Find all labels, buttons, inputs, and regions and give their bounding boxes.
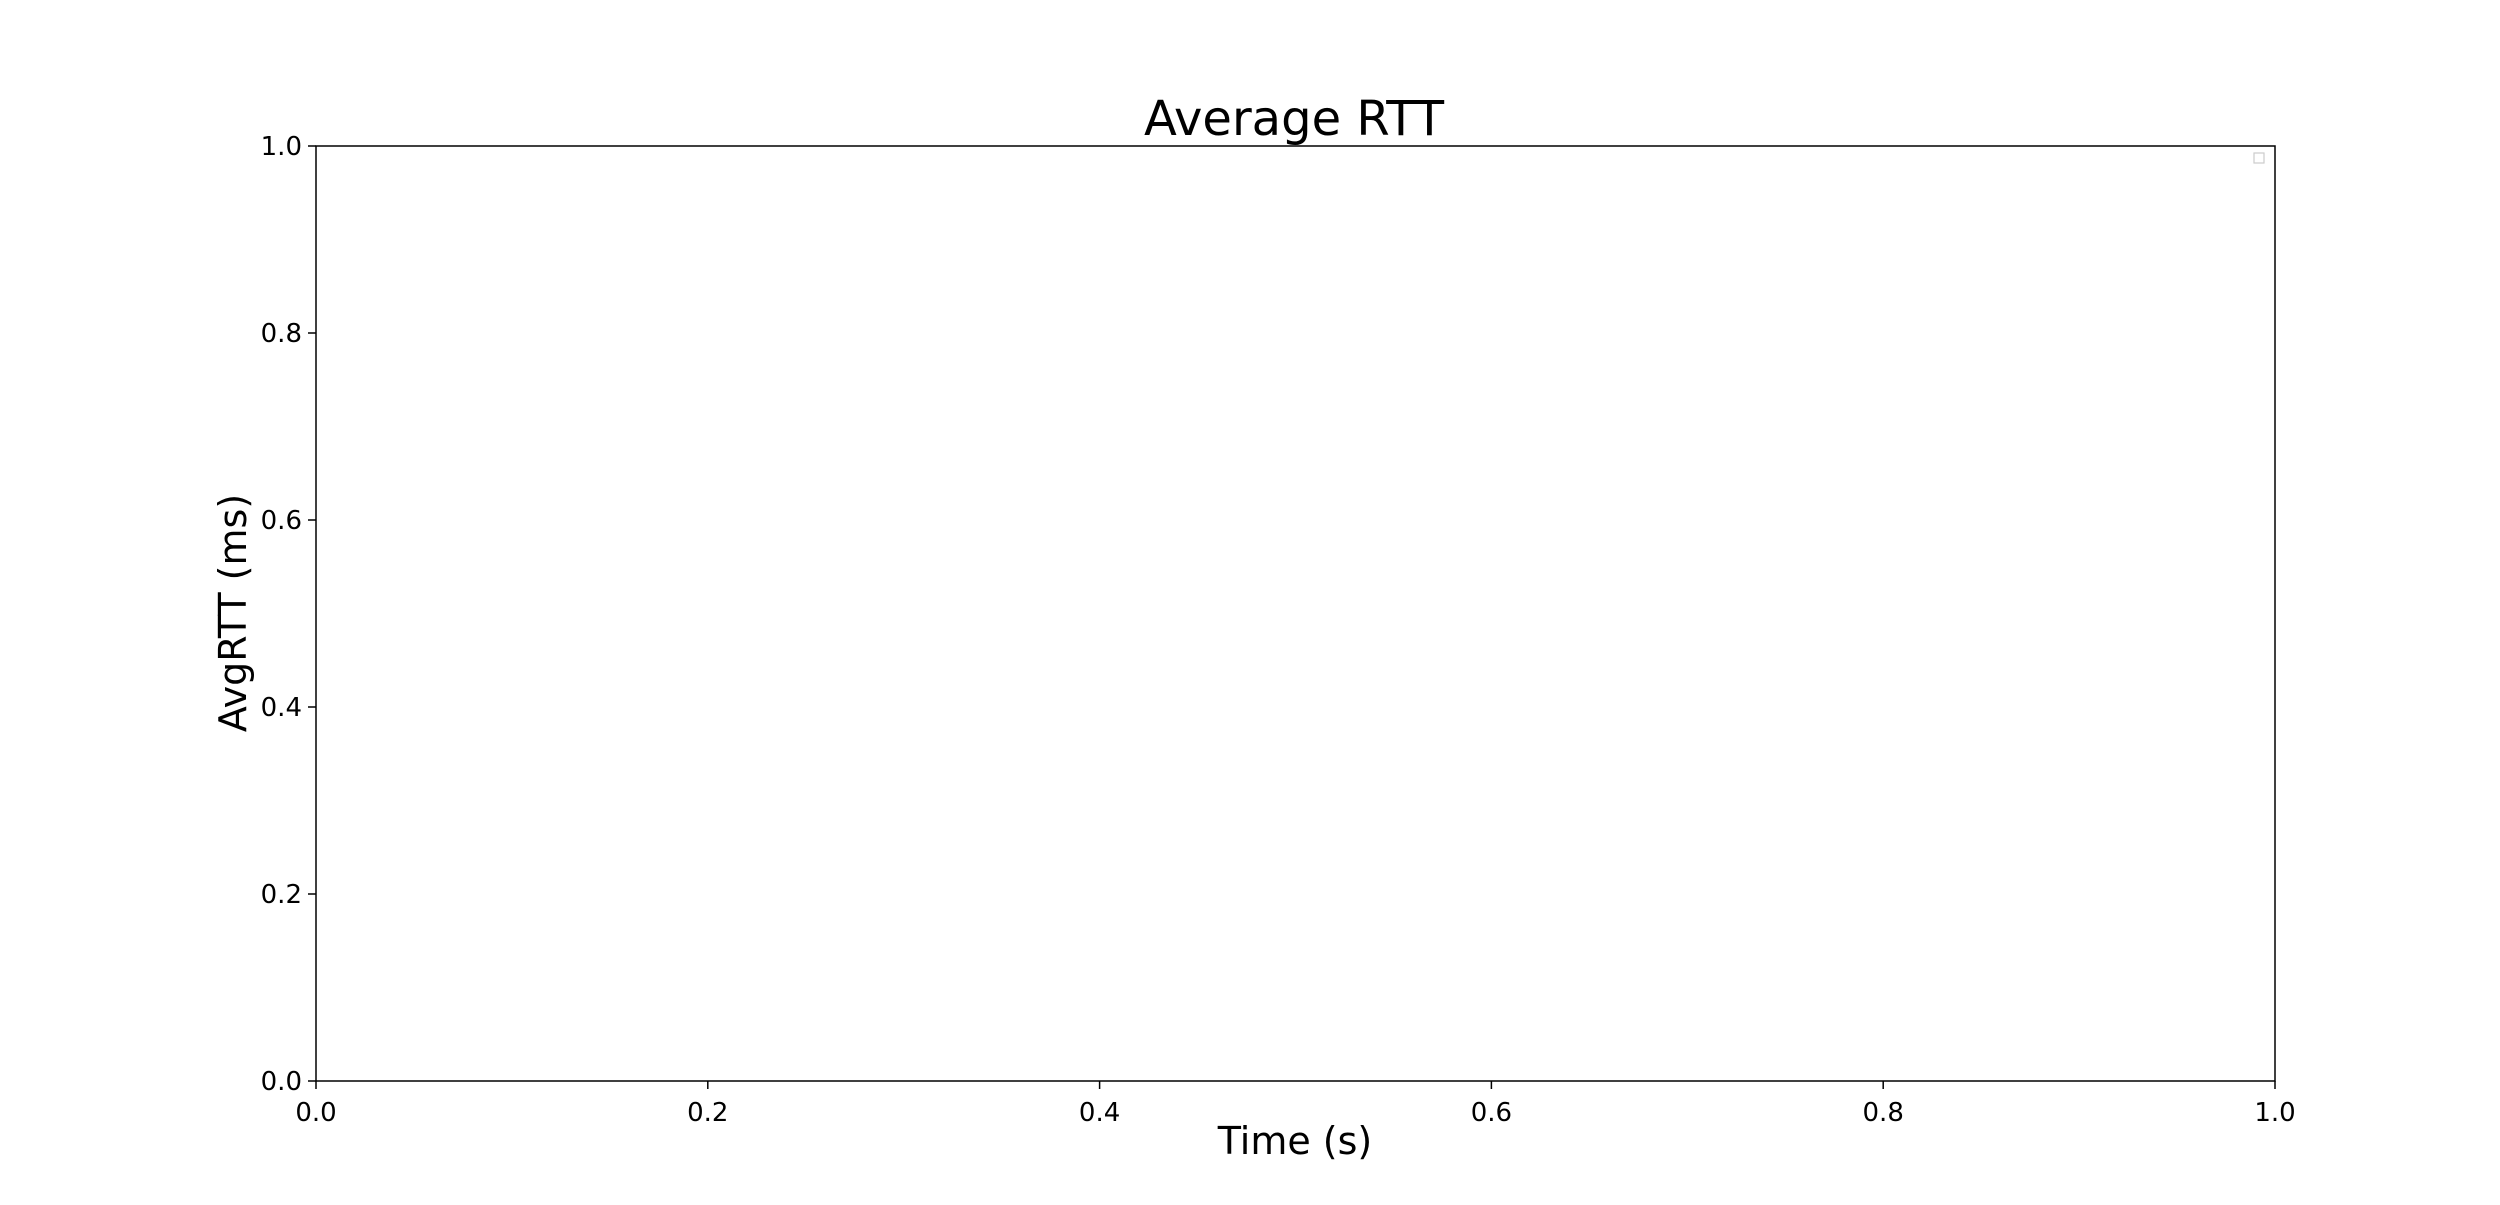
x-axis-ticks: 0.0 0.2 0.4 0.6 0.8 1.0 [295,1081,2296,1128]
y-axis-ticks: 0.0 0.2 0.4 0.6 0.8 1.0 [261,132,316,1097]
y-tick-label: 0.8 [261,319,302,349]
chart-title: Average RTT [1144,91,1445,147]
y-tick-label: 0.6 [261,506,302,536]
y-tick-label: 0.2 [261,880,302,910]
x-tick-label: 0.6 [1471,1098,1512,1128]
x-tick-label: 1.0 [2254,1098,2295,1128]
legend-box [2253,152,2265,164]
x-tick-label: 0.2 [687,1098,728,1128]
x-tick-label: 0.8 [1863,1098,1904,1128]
y-axis-label: AvgRTT (ms) [211,494,255,732]
y-tick-label: 1.0 [261,132,302,162]
x-tick-label: 0.0 [295,1098,336,1128]
y-tick-label: 0.0 [261,1067,302,1097]
x-axis-label: Time (s) [1217,1119,1373,1163]
y-tick-label: 0.4 [261,693,302,723]
x-tick-label: 0.4 [1079,1098,1120,1128]
plot-area-frame [315,145,2276,1082]
